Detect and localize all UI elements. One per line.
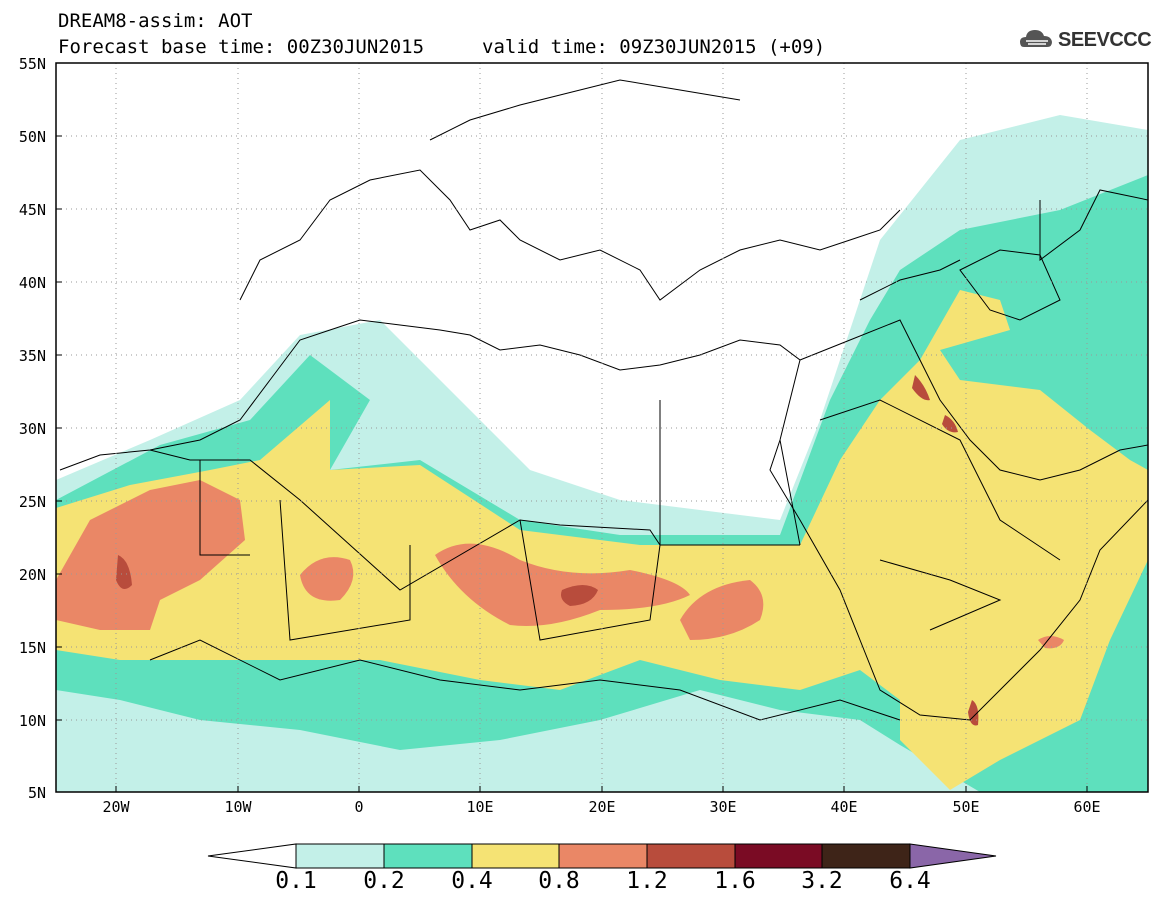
lon-tick: 20E [588,798,615,816]
lat-tick: 30N [19,420,46,438]
colorbar-label: 3.2 [801,868,843,894]
colorbar-swatch [471,843,560,869]
lon-tick: 20W [102,798,130,816]
base-time-label: Forecast base time: 00Z30JUN2015 [58,36,425,58]
gridlines [56,63,1148,792]
lon-tick: 30E [709,798,736,816]
lat-axis: 55N 50N 45N 40N 35N 30N 25N 20N 15N 10N … [19,55,46,802]
colorbar-label: 1.2 [626,868,668,894]
colorbar-swatch [383,843,473,869]
lat-tick: 10N [19,712,46,730]
logo-text: SEEVCCC [1058,29,1152,51]
colorbar-swatch [295,843,385,869]
lat-tick: 20N [19,566,46,584]
colorbar-label: 6.4 [889,868,931,894]
colorbar-swatch [646,843,736,869]
coastlines [59,79,1148,721]
lat-tick: 25N [19,493,46,511]
colorbar-swatch [734,843,823,869]
lon-tick-marks [115,786,1088,792]
colorbar [207,843,997,869]
lat-tick: 5N [28,784,46,802]
cloud-icon [1020,30,1052,47]
lat-tick: 35N [19,347,46,365]
lon-tick: 60E [1073,798,1100,816]
lon-tick: 10E [466,798,493,816]
lat-tick-marks [56,135,62,721]
lat-tick: 40N [19,274,46,292]
colorbar-label: 0.4 [451,868,493,894]
colorbar-swatch [558,843,648,869]
valid-time-label: valid time: 09Z30JUN2015 (+09) [482,36,826,58]
lat-tick: 55N [19,55,46,73]
lat-tick: 50N [19,128,46,146]
colorbar-label: 0.8 [538,868,580,894]
lat-tick: 45N [19,201,46,219]
map-title: DREAM8-assim: AOT [58,10,253,32]
colorbar-label: 0.2 [363,868,405,894]
lon-tick: 0 [354,798,363,816]
lon-tick: 50E [952,798,979,816]
colorbar-label: 1.6 [714,868,756,894]
lon-tick: 40E [830,798,857,816]
lon-tick: 10W [224,798,252,816]
colorbar-low-arrow [207,843,297,869]
colorbar-swatch [821,843,911,869]
colorbar-high-arrow [909,843,997,869]
lat-tick: 15N [19,639,46,657]
colorbar-label: 0.1 [275,868,317,894]
lon-axis: 20W 10W 0 10E 20E 30E 40E 50E 60E [102,798,1100,816]
